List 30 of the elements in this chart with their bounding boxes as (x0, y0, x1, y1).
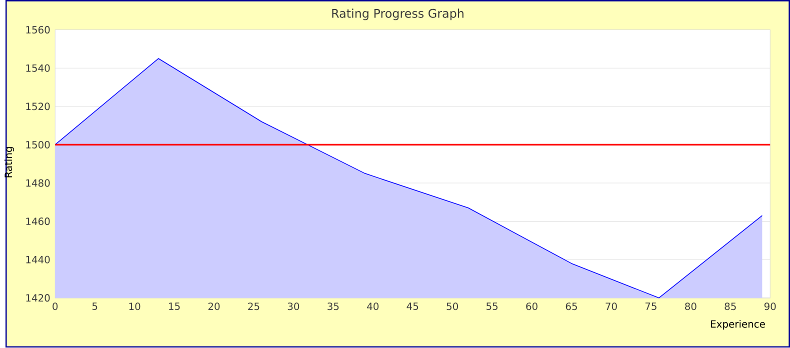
y-tick-label: 1560 (26, 26, 50, 34)
x-axis-title: Experience (711, 320, 765, 330)
x-tick-label: 35 (328, 302, 339, 310)
chart-title: Rating Progress Graph (332, 8, 464, 20)
y-tick-label: 1420 (26, 294, 50, 302)
x-tick-label: 30 (288, 302, 300, 310)
x-tick-label: 85 (724, 302, 736, 310)
x-tick-label: 75 (645, 302, 656, 310)
x-tick-label: 60 (526, 302, 538, 310)
x-tick-label: 90 (764, 302, 776, 310)
x-tick-label: 10 (129, 302, 140, 310)
y-tick-label: 1500 (26, 141, 50, 149)
x-tick-label: 80 (685, 302, 696, 310)
x-tick-label: 45 (406, 302, 418, 310)
x-tick-label: 25 (248, 302, 260, 310)
y-axis-title: Rating (4, 147, 14, 178)
x-tick-label: 15 (169, 302, 180, 310)
x-tick-label: 65 (566, 302, 577, 310)
x-tick-label: 50 (446, 302, 458, 310)
x-tick-label: 0 (52, 302, 58, 310)
x-tick-label: 5 (92, 302, 98, 310)
x-tick-label: 70 (606, 302, 617, 310)
y-tick-label: 1440 (26, 256, 50, 264)
y-tick-label: 1540 (26, 64, 50, 72)
x-tick-label: 20 (208, 302, 220, 310)
x-tick-label: 40 (367, 302, 379, 310)
y-tick-label: 1520 (26, 102, 50, 110)
x-tick-label: 55 (486, 302, 498, 310)
y-tick-label: 1460 (26, 218, 50, 226)
y-tick-label: 1480 (26, 179, 50, 187)
